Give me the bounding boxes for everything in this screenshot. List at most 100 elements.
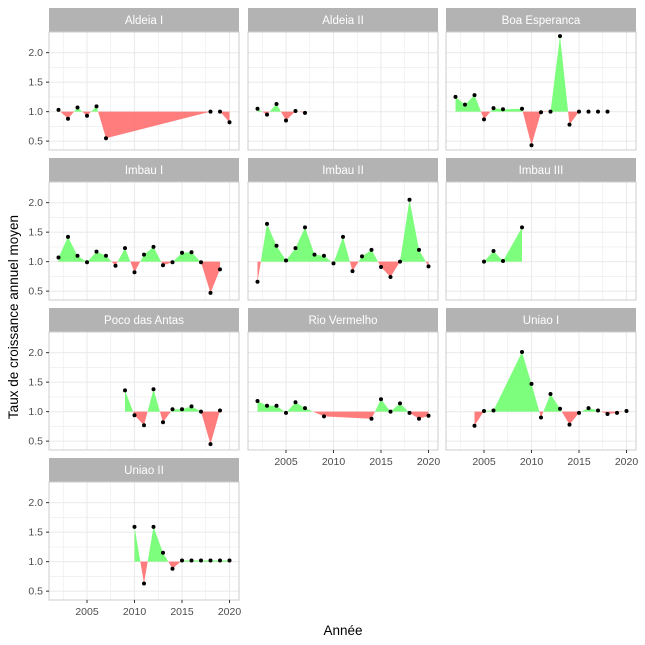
data-point-boa-esperanca [577, 110, 581, 114]
data-point-uniao-i [606, 412, 610, 416]
data-point-rio-vermelho [303, 406, 307, 410]
panel-title-uniao-i: Uniao I [523, 315, 559, 327]
data-point-imbau-ii [389, 275, 393, 279]
data-point-boa-esperanca [482, 117, 486, 121]
data-point-imbau-ii [294, 246, 298, 250]
data-point-rio-vermelho [294, 400, 298, 404]
data-point-imbau-ii [408, 198, 412, 202]
y-tick-label: 1.0 [28, 556, 43, 568]
data-point-imbau-iii [482, 260, 486, 264]
data-point-rio-vermelho [398, 401, 402, 405]
data-point-poco-das-antas [180, 407, 184, 411]
data-point-imbau-i [180, 251, 184, 255]
x-axis-title: Année [323, 623, 362, 638]
data-point-uniao-ii [218, 558, 222, 562]
data-point-boa-esperanca [454, 95, 458, 99]
data-point-aldeia-i [95, 104, 99, 108]
data-point-rio-vermelho [417, 417, 421, 421]
data-point-imbau-ii [303, 225, 307, 229]
panel-title-poco-das-antas: Poco das Antas [104, 315, 184, 327]
x-tick-label: 2005 [75, 606, 99, 618]
y-tick-label: 2.0 [28, 47, 43, 59]
data-point-rio-vermelho [284, 411, 288, 415]
y-tick-label: 2.0 [28, 497, 43, 509]
data-point-uniao-ii [199, 558, 203, 562]
x-tick-label: 2010 [123, 606, 147, 618]
data-point-boa-esperanca [473, 93, 477, 97]
data-point-poco-das-antas [218, 408, 222, 412]
data-point-uniao-ii [133, 525, 137, 529]
data-point-uniao-ii [161, 551, 165, 555]
data-point-uniao-i [530, 382, 534, 386]
x-tick-label: 2020 [218, 606, 242, 618]
panel-uniao-ii: Uniao II [49, 458, 239, 600]
data-point-imbau-ii [275, 244, 279, 248]
data-point-imbau-i [142, 253, 146, 257]
data-point-aldeia-i [218, 110, 222, 114]
data-point-imbau-i [95, 250, 99, 254]
data-point-imbau-iii [492, 249, 496, 253]
data-point-poco-das-antas [199, 410, 203, 414]
data-point-imbau-ii [322, 254, 326, 258]
panel-poco-das-antas: Poco das Antas [49, 308, 239, 450]
data-point-boa-esperanca [501, 107, 505, 111]
data-point-boa-esperanca [539, 110, 543, 114]
data-point-boa-esperanca [492, 106, 496, 110]
data-point-imbau-i [209, 291, 213, 295]
data-point-rio-vermelho [389, 410, 393, 414]
data-point-uniao-i [568, 423, 572, 427]
data-point-imbau-i [57, 256, 61, 260]
data-point-aldeia-i [104, 136, 108, 140]
y-tick-label: 0.5 [28, 436, 43, 448]
data-point-imbau-ii [284, 258, 288, 262]
data-point-poco-das-antas [161, 420, 165, 424]
data-point-imbau-ii [427, 264, 431, 268]
x-tick-label: 2020 [417, 456, 441, 468]
data-point-uniao-ii [180, 558, 184, 562]
data-point-imbau-ii [332, 261, 336, 265]
data-point-aldeia-ii [256, 107, 260, 111]
data-point-aldeia-i [57, 108, 61, 112]
data-point-poco-das-antas [190, 404, 194, 408]
data-point-uniao-i [473, 424, 477, 428]
x-tick-label: 2005 [274, 456, 298, 468]
data-point-aldeia-ii [275, 102, 279, 106]
data-point-aldeia-ii [303, 111, 307, 115]
panel-title-rio-vermelho: Rio Vermelho [308, 315, 377, 327]
data-point-boa-esperanca [568, 123, 572, 127]
data-point-rio-vermelho [408, 411, 412, 415]
panel-background [49, 32, 239, 150]
data-point-rio-vermelho [427, 414, 431, 418]
panel-imbau-iii: Imbau III [446, 158, 636, 300]
data-point-rio-vermelho [379, 397, 383, 401]
data-point-imbau-i [76, 254, 80, 258]
y-tick-label: 1.0 [28, 406, 43, 418]
y-tick-label: 1.5 [28, 77, 43, 89]
y-tick-label: 2.0 [28, 347, 43, 359]
data-point-uniao-i [587, 406, 591, 410]
data-point-uniao-i [520, 350, 524, 354]
data-point-imbau-i [161, 263, 165, 267]
panel-aldeia-ii: Aldeia II [248, 8, 438, 150]
data-point-imbau-ii [265, 222, 269, 226]
data-point-boa-esperanca [463, 103, 467, 107]
y-tick-label: 1.0 [28, 256, 43, 268]
data-point-aldeia-i [66, 117, 70, 121]
data-point-uniao-i [558, 407, 562, 411]
data-point-boa-esperanca [549, 110, 553, 114]
data-point-boa-esperanca [587, 110, 591, 114]
data-point-rio-vermelho [256, 399, 260, 403]
data-point-aldeia-i [85, 114, 89, 118]
panel-background [446, 182, 636, 300]
data-point-uniao-i [577, 411, 581, 415]
panel-uniao-i: Uniao I [446, 308, 636, 450]
data-point-imbau-ii [417, 248, 421, 252]
panel-title-imbau-iii: Imbau III [519, 165, 564, 177]
data-point-imbau-ii [256, 280, 260, 284]
data-point-poco-das-antas [142, 423, 146, 427]
panel-background [446, 332, 636, 450]
data-point-uniao-ii [152, 525, 156, 529]
data-point-imbau-i [190, 250, 194, 254]
panel-title-imbau-ii: Imbau II [322, 165, 364, 177]
